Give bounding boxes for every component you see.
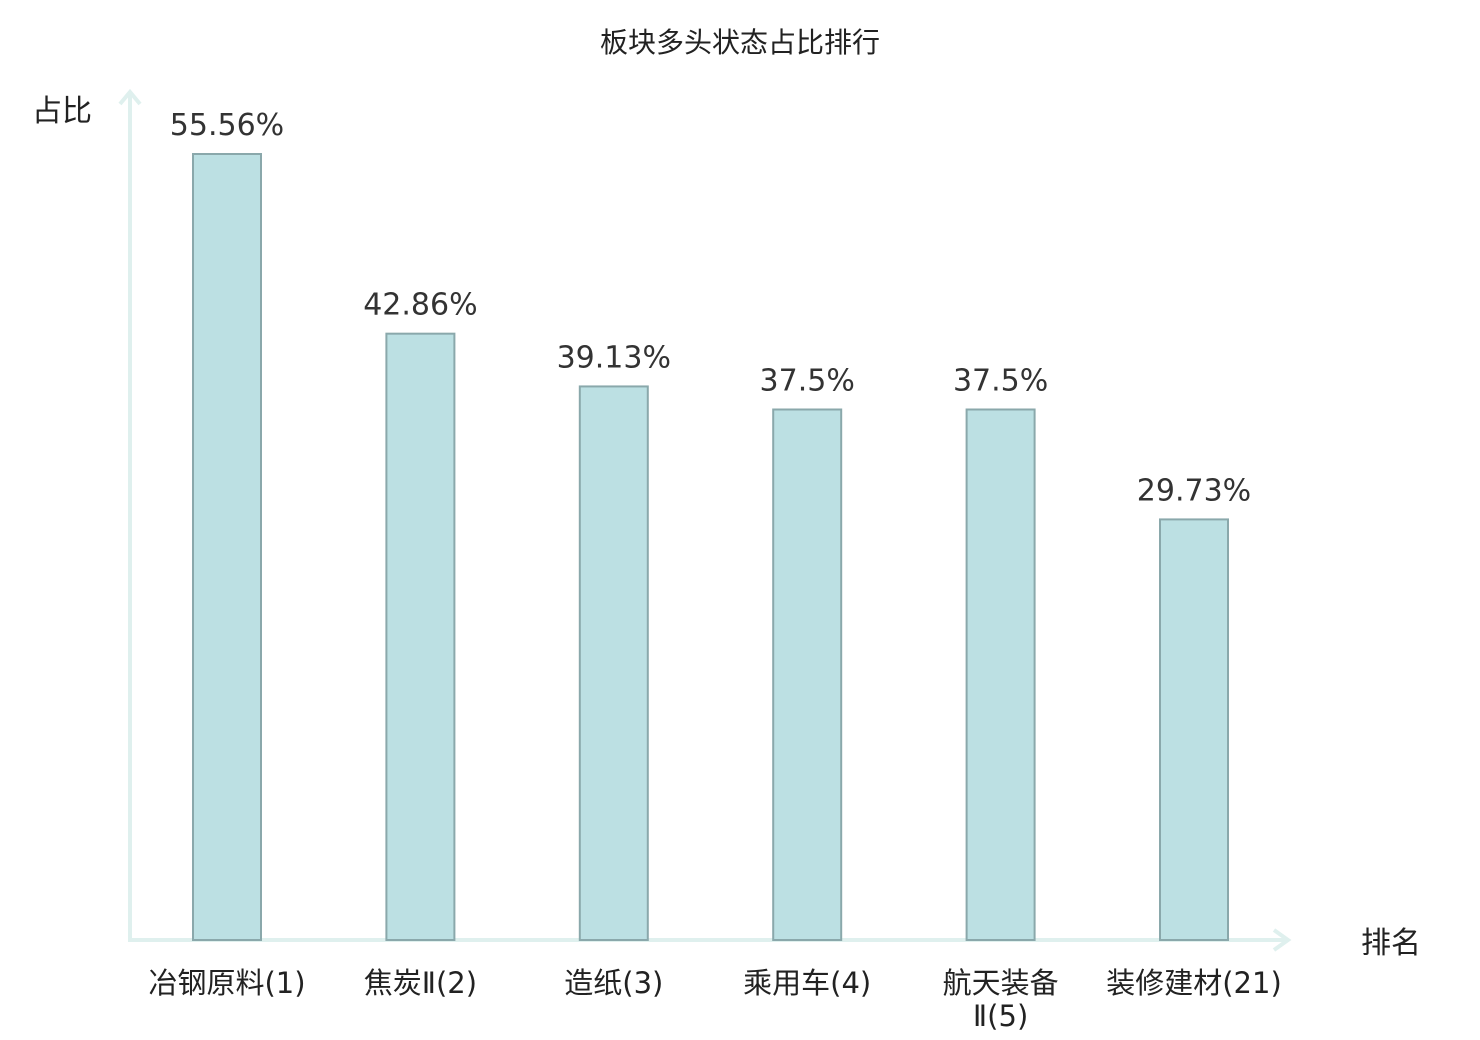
bars-group (192, 153, 1229, 942)
category-tick-label: 造纸(3) (564, 966, 663, 1000)
bar (192, 153, 262, 941)
bar (772, 408, 843, 941)
y-axis-label: 占比 (32, 94, 92, 129)
x-axis-label: 排名 (1361, 926, 1421, 961)
value-labels-group: 55.56% 42.86% 39.13% 37.5% 37.5% 29.73% (170, 108, 1251, 508)
category-tick-label: 焦炭Ⅱ(2) (364, 966, 477, 1000)
bar-value-label: 37.5% (760, 363, 855, 398)
y-axis-arrow-icon (118, 88, 142, 106)
category-tick-label: 装修建材(21) (1106, 966, 1282, 1000)
category-tick-label: 乘用车(4) (743, 966, 871, 1000)
chart-title: 板块多头状态占比排行 (600, 26, 880, 59)
bar-value-label: 29.73% (1137, 473, 1251, 508)
bar-value-label: 39.13% (557, 340, 671, 375)
bar (578, 385, 649, 941)
bar (385, 332, 456, 941)
bar-value-label: 55.56% (170, 108, 284, 143)
category-tick-label: 航天装备 (943, 966, 1059, 1000)
category-tick-label: Ⅱ(5) (973, 999, 1028, 1033)
category-tick-label: 冶钢原料(1) (148, 966, 305, 1000)
bar (1159, 518, 1229, 942)
x-axis-arrow-icon (1272, 928, 1292, 952)
bar-value-label: 42.86% (363, 288, 477, 323)
bar-value-label: 37.5% (953, 363, 1048, 398)
bar (965, 408, 1036, 941)
